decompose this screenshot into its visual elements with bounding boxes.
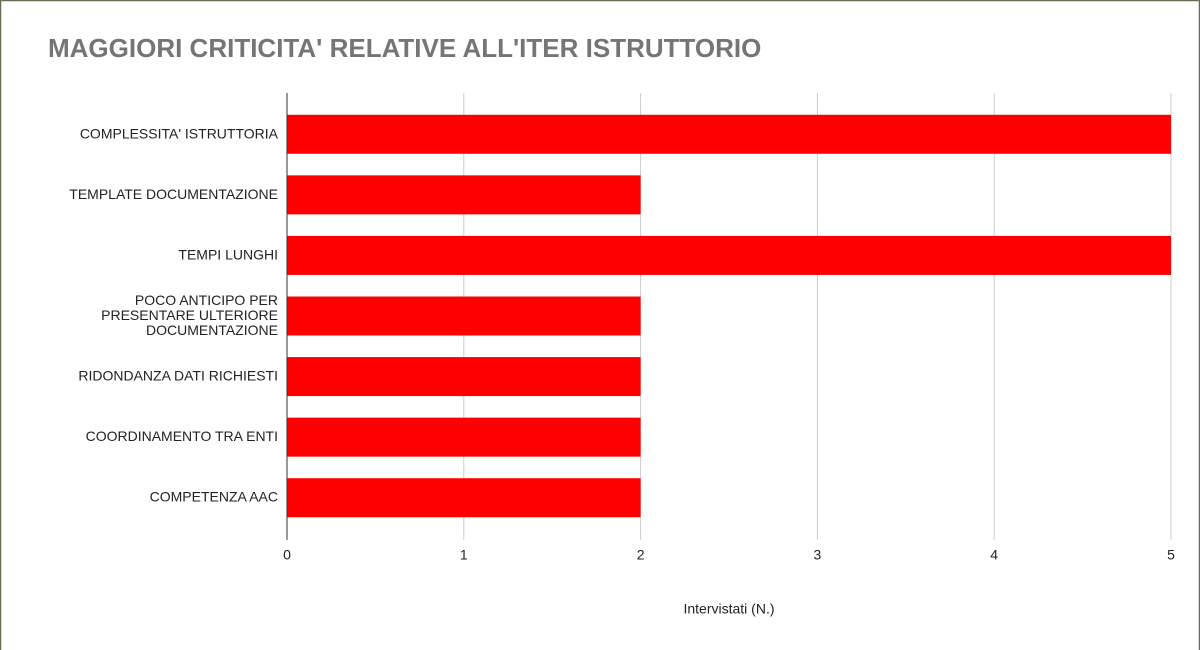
x-tick-label: 0 [283,547,291,563]
y-tick-label: COMPLESSITA' ISTRUTTORIA [80,125,279,141]
x-tick-label: 4 [990,547,998,563]
x-axis-title: Intervistati (N.) [683,601,774,617]
x-tick-label: 2 [637,547,645,563]
chart-title: MAGGIORI CRITICITA' RELATIVE ALL'ITER IS… [48,33,761,63]
y-tick-label: COORDINAMENTO TRA ENTI [86,428,278,444]
y-tick-label: POCO ANTICIPO PER PRESENTARE ULTERIORE DOC… [101,292,278,338]
y-tick-label: TEMPLATE DOCUMENTAZIONE [69,186,278,202]
bar [287,114,1171,154]
bar [287,357,641,397]
y-tick-label: COMPETENZA AAC [150,488,278,504]
bar [287,235,1171,275]
y-tick-label: TEMPI LUNGHI [178,246,278,262]
x-tick-label: 5 [1167,547,1175,563]
bar [287,296,641,336]
bar [287,175,641,215]
bar [287,417,641,457]
y-tick-label: RIDONDANZA DATI RICHIESTI [78,367,278,383]
x-tick-label: 3 [814,547,822,563]
bar [287,478,641,518]
x-tick-label: 1 [460,547,468,563]
